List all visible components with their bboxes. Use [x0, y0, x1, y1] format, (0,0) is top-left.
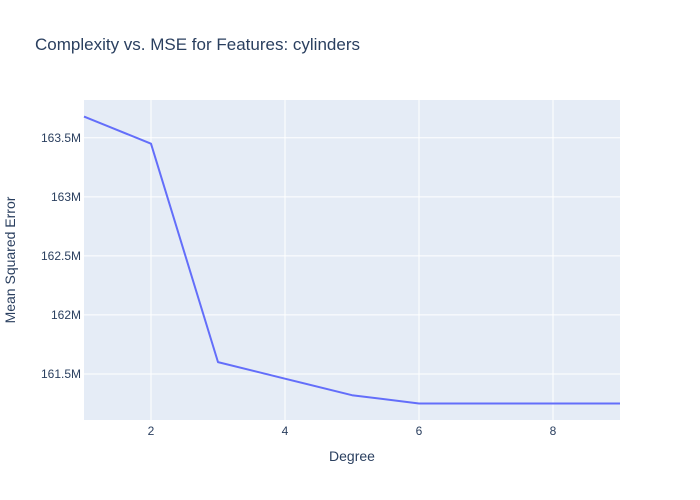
x-tick-label: 6	[416, 424, 423, 438]
y-axis-title: Mean Squared Error	[2, 196, 18, 323]
x-tick-label: 8	[550, 424, 557, 438]
x-tick-labels: 2 4 6 8	[148, 424, 557, 438]
y-gridlines	[84, 137, 620, 375]
x-axis-title: Degree	[329, 448, 375, 464]
series-line	[83, 115, 620, 405]
x-gridlines	[150, 100, 554, 420]
y-tick-label: 163.5M	[41, 131, 81, 145]
y-tick-label: 162.5M	[41, 249, 81, 263]
y-tick-label: 162M	[51, 308, 81, 322]
y-tick-label: 163M	[51, 190, 81, 204]
chart-title: Complexity vs. MSE for Features: cylinde…	[35, 35, 360, 54]
series-layer	[83, 115, 620, 405]
y-tick-labels: 161.5M 162M 162.5M 163M 163.5M	[41, 131, 81, 381]
x-tick-label: 2	[148, 424, 155, 438]
x-tick-label: 4	[282, 424, 289, 438]
y-tick-label: 161.5M	[41, 367, 81, 381]
plot-area-background	[84, 100, 620, 420]
